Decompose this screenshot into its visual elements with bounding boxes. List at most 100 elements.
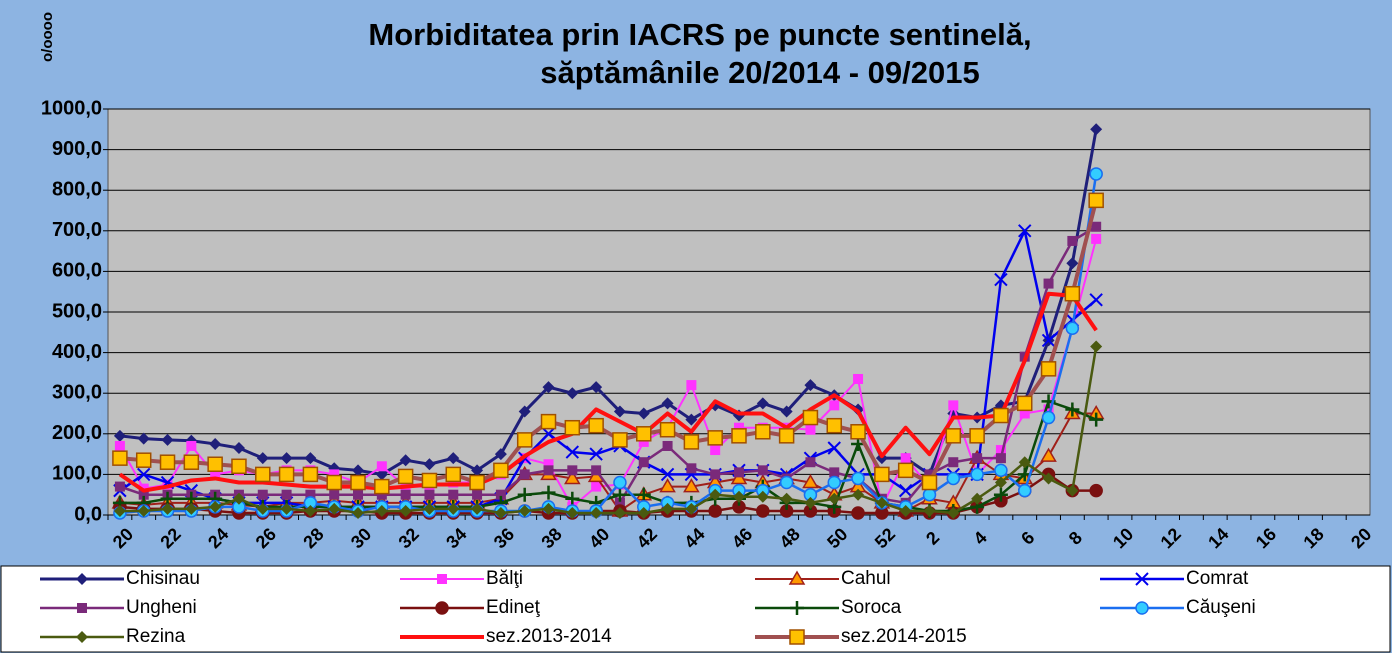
marker [542, 381, 555, 394]
marker [733, 490, 745, 503]
legend-label: sez.2014-2015 [841, 626, 967, 647]
marker [472, 489, 483, 500]
marker [280, 502, 293, 515]
marker [613, 405, 626, 418]
marker [898, 483, 913, 498]
marker [353, 489, 364, 500]
marker [183, 454, 200, 470]
marker [399, 504, 412, 517]
marker [757, 465, 768, 476]
marker [207, 456, 223, 472]
marker [994, 463, 1008, 478]
legend-label: Cahul [841, 568, 891, 589]
marker [829, 400, 840, 411]
marker [76, 631, 88, 643]
marker [304, 504, 317, 517]
legend-item: Soroca [755, 597, 902, 618]
marker [948, 400, 959, 411]
marker [1089, 483, 1103, 498]
marker [734, 422, 744, 433]
marker [637, 506, 650, 519]
marker [805, 424, 816, 435]
legend-label: Rezina [126, 626, 186, 647]
marker [659, 421, 676, 438]
marker [231, 458, 247, 475]
marker [1066, 257, 1079, 270]
marker [137, 504, 150, 517]
marker [519, 469, 530, 480]
legend-label: Edineţ [486, 597, 541, 618]
marker [564, 469, 581, 485]
marker [447, 502, 460, 515]
y-tick-label: 100,0 [52, 463, 102, 485]
marker [805, 457, 816, 468]
marker [730, 469, 748, 485]
marker [755, 424, 771, 440]
marker [1018, 456, 1031, 469]
marker [636, 487, 651, 502]
marker [661, 397, 674, 410]
legend-label: Ungheni [126, 597, 197, 618]
marker [804, 496, 817, 509]
marker [350, 474, 366, 491]
chart-title: Morbiditatea prin IACRS pe puncte sentin… [368, 17, 1031, 52]
marker [256, 452, 269, 465]
marker [591, 481, 602, 492]
marker [828, 492, 841, 505]
marker [186, 440, 197, 451]
marker [328, 502, 341, 515]
marker [710, 469, 721, 480]
marker [852, 488, 865, 501]
marker [780, 405, 793, 418]
marker [708, 504, 722, 518]
marker [564, 419, 581, 436]
marker [210, 469, 221, 480]
legend-item: sez.2013-2014 [400, 626, 612, 647]
marker [304, 452, 317, 465]
marker [447, 452, 460, 465]
marker [788, 570, 806, 585]
marker [661, 502, 674, 515]
marker [329, 489, 340, 500]
marker [542, 502, 555, 515]
y-tick-label: 900,0 [52, 138, 102, 160]
marker [352, 464, 365, 477]
legend-label: Căuşeni [1186, 597, 1256, 618]
y-axis-label: o/oooo [39, 12, 56, 62]
marker [1089, 293, 1103, 307]
marker [589, 447, 603, 461]
marker [518, 504, 531, 517]
y-tick-label: 0,0 [74, 503, 102, 525]
marker [779, 475, 794, 490]
marker [971, 492, 984, 505]
marker [802, 474, 819, 489]
legend-label: Soroca [841, 597, 902, 618]
marker [469, 474, 485, 491]
marker [636, 426, 652, 442]
y-tick-label: 600,0 [52, 260, 102, 282]
marker [137, 467, 151, 482]
legend-item: Edineţ [400, 597, 541, 618]
marker [112, 450, 128, 466]
marker [209, 500, 222, 513]
marker [948, 457, 959, 468]
marker [590, 506, 603, 519]
marker [1042, 472, 1055, 485]
marker [421, 472, 438, 489]
marker [280, 452, 293, 465]
marker [685, 502, 698, 515]
y-tick-label: 700,0 [52, 219, 102, 241]
marker [897, 462, 914, 479]
marker [993, 487, 1008, 502]
marker [851, 506, 865, 520]
marker [448, 477, 459, 488]
marker [614, 497, 625, 508]
marker [281, 489, 292, 500]
legend-item: sez.2014-2015 [755, 626, 967, 647]
marker [77, 603, 87, 613]
marker [113, 429, 126, 442]
marker [612, 487, 627, 502]
marker [686, 463, 697, 474]
marker [256, 502, 269, 515]
marker [804, 379, 817, 392]
